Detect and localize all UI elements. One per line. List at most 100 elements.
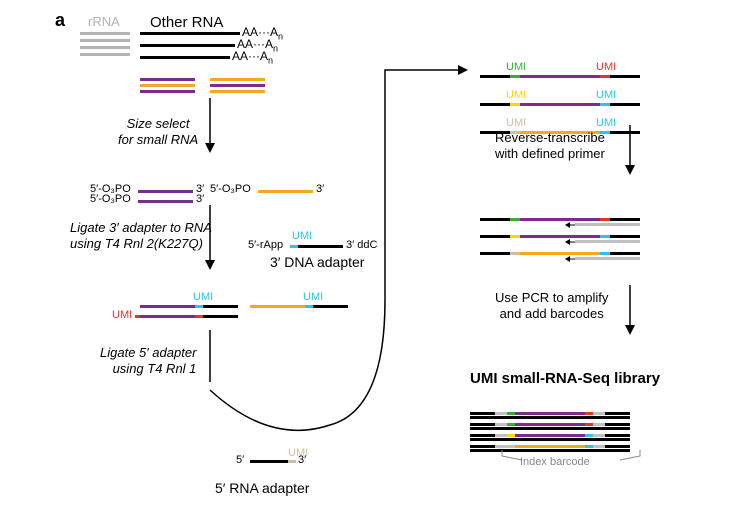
segment — [80, 39, 130, 42]
segment — [610, 218, 640, 221]
segment — [138, 190, 193, 193]
segment — [585, 445, 593, 448]
segment — [520, 235, 600, 238]
segment — [480, 252, 510, 255]
segment — [495, 423, 507, 426]
segment — [520, 252, 600, 255]
segment — [600, 235, 610, 238]
segment — [575, 223, 640, 226]
segment — [575, 257, 640, 260]
segment — [495, 434, 507, 437]
segment — [80, 46, 130, 49]
segment — [600, 103, 610, 106]
segment — [470, 434, 495, 437]
segment — [593, 434, 605, 437]
segment — [507, 412, 515, 415]
segment — [585, 434, 593, 437]
text-label: UMI — [506, 61, 526, 74]
segment — [140, 90, 195, 93]
segment — [520, 103, 600, 106]
segment — [600, 75, 610, 78]
text-label: UMI — [596, 89, 616, 102]
segment — [470, 416, 630, 419]
segment — [610, 252, 640, 255]
primer-arrow — [565, 254, 577, 264]
segment — [507, 445, 515, 448]
ligate5-label: Ligate 5′ adapter using T4 Rnl 1 — [100, 345, 196, 376]
segment — [495, 445, 507, 448]
text-label: 5′-O₃PO — [90, 193, 131, 206]
segment — [605, 445, 630, 448]
curve-arrow — [210, 50, 490, 450]
segment — [515, 445, 585, 448]
segment — [195, 315, 203, 318]
segment — [138, 200, 193, 203]
segment — [480, 235, 510, 238]
arrow-pcr — [620, 285, 640, 340]
segment — [495, 412, 507, 415]
segment — [605, 412, 630, 415]
text-label: UMI — [596, 61, 616, 74]
segment — [80, 53, 130, 56]
primer-arrow — [565, 237, 577, 247]
segment — [480, 103, 510, 106]
segment — [510, 218, 520, 221]
panel-letter: a — [55, 10, 65, 31]
segment — [140, 44, 235, 47]
segment — [610, 235, 640, 238]
segment — [140, 84, 195, 87]
segment — [507, 434, 515, 437]
rt-label: Reverse-transcribe with defined primer — [495, 130, 605, 161]
segment — [593, 445, 605, 448]
segment — [600, 218, 610, 221]
segment — [195, 305, 203, 308]
arrow-rt — [620, 125, 640, 180]
adapter5-label: 5′ RNA adapter — [215, 480, 309, 497]
segment — [470, 427, 630, 430]
primer-arrow — [565, 220, 577, 230]
text-label: 5′ — [236, 454, 244, 467]
segment — [510, 235, 520, 238]
segment — [140, 315, 195, 318]
segment — [575, 240, 640, 243]
segment — [140, 32, 240, 35]
segment — [507, 423, 515, 426]
segment — [510, 103, 520, 106]
segment — [80, 32, 130, 35]
text-label: UMI — [596, 117, 616, 130]
segment — [140, 78, 195, 81]
segment — [470, 423, 495, 426]
segment — [515, 412, 585, 415]
segment — [605, 423, 630, 426]
segment — [470, 438, 630, 441]
segment — [593, 423, 605, 426]
segment — [510, 75, 520, 78]
segment — [135, 315, 140, 318]
segment — [600, 252, 610, 255]
index-barcode-lines — [470, 450, 670, 470]
ligate3-label: Ligate 3′ adapter to RNA using T4 Rnl 2(… — [70, 220, 212, 251]
segment — [605, 434, 630, 437]
text-label: 3′ — [298, 454, 306, 467]
segment — [610, 103, 640, 106]
segment — [585, 423, 593, 426]
segment — [470, 445, 495, 448]
size-select-label: Size select for small RNA — [118, 116, 198, 147]
segment — [510, 252, 520, 255]
segment — [593, 412, 605, 415]
segment — [470, 412, 495, 415]
text-label: UMI — [506, 117, 526, 130]
rrna-label: rRNA — [88, 14, 120, 30]
library-title: UMI small-RNA-Seq library — [470, 370, 660, 388]
segment — [288, 460, 296, 463]
segment — [520, 218, 600, 221]
segment — [515, 423, 585, 426]
segment — [515, 434, 585, 437]
segment — [610, 75, 640, 78]
segment — [585, 412, 593, 415]
other-rna-label: Other RNA — [150, 14, 223, 32]
segment — [480, 75, 510, 78]
text-label: UMI — [112, 309, 132, 322]
segment — [140, 305, 195, 308]
segment — [250, 460, 288, 463]
